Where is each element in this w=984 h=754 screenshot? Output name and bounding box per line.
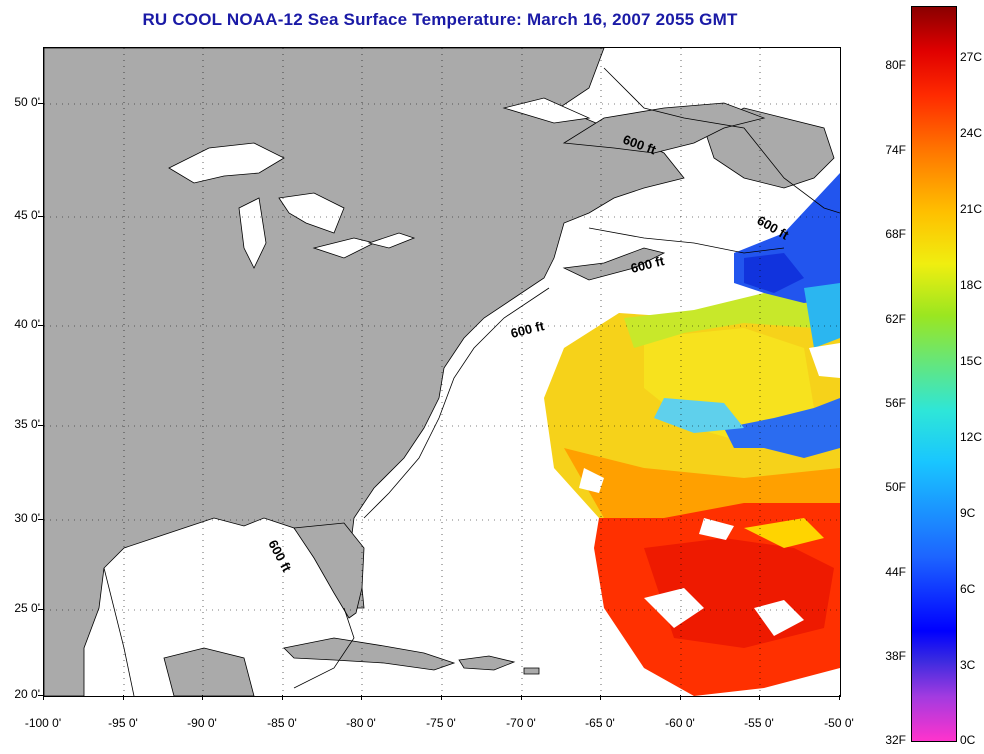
colorbar-c-label: 27C	[960, 50, 983, 64]
colorbar-f-label: 56F	[885, 396, 906, 410]
graticule	[44, 48, 840, 696]
colorbar-f-label: 68F	[885, 227, 906, 241]
colorbar-c-label: 12C	[960, 430, 983, 444]
map-canvas: 600 ft 600 ft 600 ft 600 ft 600 ft	[44, 48, 840, 696]
colorbar-f-label: 74F	[885, 143, 906, 157]
temperature-colorbar	[911, 6, 957, 742]
colorbar-c-label: 0C	[960, 733, 976, 747]
lon-label: -70 0'	[506, 716, 536, 730]
colorbar-c-label: 6C	[960, 582, 976, 596]
colorbar-c-label: 24C	[960, 126, 983, 140]
land-layer	[44, 48, 835, 696]
great-lakes	[168, 97, 591, 269]
colorbar-c-label: 9C	[960, 506, 976, 520]
colorbar-c-label: 3C	[960, 658, 976, 672]
lat-label: 30 0'	[14, 511, 40, 525]
map-title: RU COOL NOAA-12 Sea Surface Temperature:…	[142, 10, 738, 29]
colorbar-f-label: 62F	[885, 312, 906, 326]
lon-label: -90 0'	[187, 716, 217, 730]
lat-label: 50 0'	[14, 95, 40, 109]
colorbar-c-label: 18C	[960, 278, 983, 292]
colorbar-f-label: 32F	[885, 733, 906, 747]
lat-label: 45 0'	[14, 208, 40, 222]
lat-label: 20 0'	[14, 687, 40, 701]
colorbar-f-label: 80F	[885, 58, 906, 72]
lat-label: 40 0'	[14, 317, 40, 331]
colorbar-f-label: 38F	[885, 649, 906, 663]
lat-label: 25 0'	[14, 601, 40, 615]
lon-label: -75 0'	[426, 716, 456, 730]
sst-map: 600 ft 600 ft 600 ft 600 ft 600 ft	[43, 47, 841, 697]
colorbar-f-label: 50F	[885, 480, 906, 494]
lon-label: -100 0'	[24, 716, 62, 730]
lon-label: -50 0'	[824, 716, 854, 730]
colorbar-c-label: 21C	[960, 202, 983, 216]
lon-label: -65 0'	[585, 716, 615, 730]
lon-label: -80 0'	[346, 716, 376, 730]
colorbar-c-label: 15C	[960, 354, 983, 368]
isobath-label: 600 ft	[509, 318, 546, 341]
isobath-label: 600 ft	[265, 537, 295, 575]
sst-data-layer	[544, 173, 840, 696]
lon-label: -60 0'	[665, 716, 695, 730]
isobath-600ft	[103, 67, 840, 696]
colorbar-f-label: 44F	[885, 565, 906, 579]
lon-label: -85 0'	[267, 716, 297, 730]
lat-label: 35 0'	[14, 417, 40, 431]
lon-label: -95 0'	[108, 716, 138, 730]
lon-label: -55 0'	[744, 716, 774, 730]
